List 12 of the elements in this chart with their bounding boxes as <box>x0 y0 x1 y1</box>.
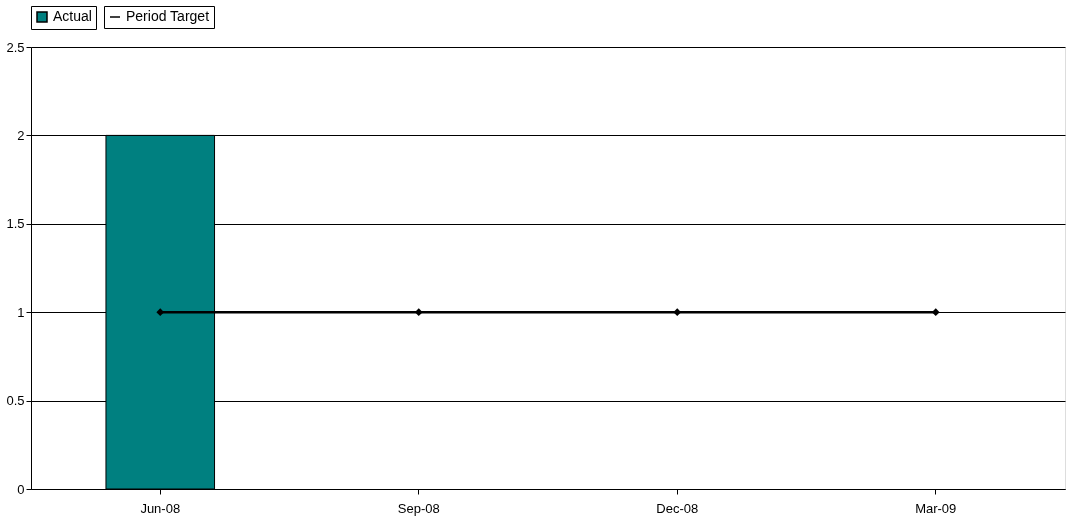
x-tick-label: Dec-08 <box>656 500 699 516</box>
y-tick-label: 1 <box>17 304 25 320</box>
legend-label: Period Target <box>126 8 210 24</box>
legend-label: Actual <box>53 8 92 24</box>
x-tick-label: Jun-08 <box>140 500 181 516</box>
y-tick-label: 1.5 <box>6 216 25 232</box>
y-tick-label: 2 <box>17 127 25 143</box>
y-tick-label: 0 <box>17 481 25 497</box>
x-tick-label: Mar-09 <box>915 500 957 516</box>
y-tick-label: 0.5 <box>6 393 25 409</box>
x-tick-label: Sep-08 <box>397 500 440 516</box>
y-tick-label: 2.5 <box>6 39 25 55</box>
